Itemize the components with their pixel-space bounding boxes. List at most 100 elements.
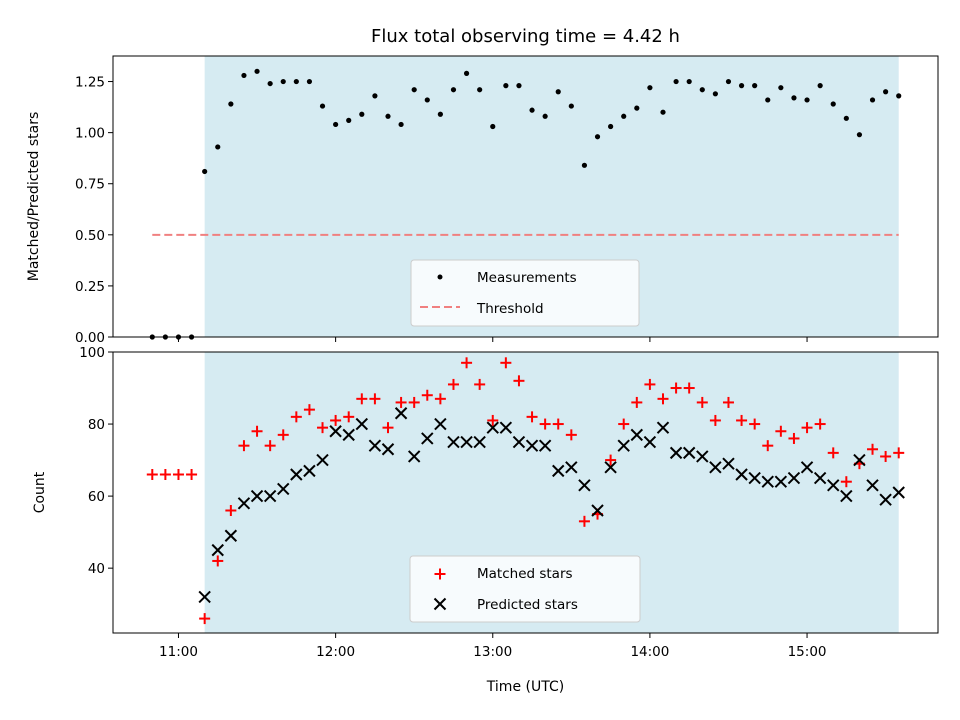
predicted-star-point — [879, 493, 892, 506]
matched-star-point — [827, 447, 839, 459]
bottom-y-axis-label: Count — [32, 471, 48, 513]
bottom-y-tick-label: 60 — [88, 489, 105, 505]
measurement-point — [568, 103, 574, 109]
top-y-tick-label: 0.50 — [75, 228, 105, 244]
measurement-point — [725, 78, 732, 85]
predicted-star-point — [630, 428, 644, 442]
top-y-axis-label: Matched/Predicted stars — [26, 112, 42, 282]
matched-star-point — [867, 443, 879, 455]
measurement-point — [608, 123, 614, 130]
top-legend: Measurements Threshold — [410, 259, 640, 327]
predicted-star-point — [538, 439, 552, 452]
measurement-point — [477, 87, 483, 93]
matched-star-point — [264, 440, 276, 452]
predicted-star-point — [578, 479, 591, 492]
measurement-point — [738, 83, 745, 89]
predicted-star-point — [329, 425, 342, 438]
predicted-star-point — [709, 461, 722, 474]
measurement-point — [542, 113, 548, 119]
measurement-point — [673, 78, 679, 85]
bottom-y-ticks: 40 60 80 100 — [79, 345, 113, 577]
measurement-point — [490, 123, 496, 130]
measurement-point — [883, 89, 889, 95]
measurement-point — [516, 83, 522, 89]
measurement-point — [241, 72, 247, 79]
predicted-star-point — [748, 471, 761, 485]
predicted-star-point — [525, 439, 539, 452]
predicted-star-point — [761, 475, 774, 488]
predicted-star-point — [643, 435, 657, 449]
x-axis-label: Time (UTC) — [486, 679, 564, 695]
x-tick-label: 15:00 — [788, 644, 827, 660]
matched-star-point — [277, 429, 289, 441]
matched-star-point — [487, 414, 499, 426]
predicted-star-point — [342, 428, 355, 442]
legend-predicted-marker — [433, 597, 447, 611]
predicted-star-point — [591, 504, 604, 517]
measurement-point — [411, 87, 417, 93]
bottom-y-tick-label: 40 — [88, 561, 105, 577]
predicted-star-point — [355, 417, 369, 431]
predicted-star-point — [421, 432, 434, 445]
predicted-star-point — [656, 421, 670, 434]
measurement-point — [712, 91, 718, 97]
predicted-star-point — [735, 468, 748, 481]
predicted-star-point — [394, 407, 408, 420]
predicted-star-point — [696, 450, 709, 463]
matched-star-point — [749, 418, 761, 430]
matched-star-point — [186, 468, 198, 480]
predicted-stars-points — [198, 407, 905, 604]
predicted-star-point — [892, 486, 905, 499]
measurement-point — [647, 85, 653, 91]
predicted-star-point — [250, 489, 264, 503]
predicted-star-point — [303, 464, 316, 478]
matched-star-point — [618, 418, 630, 430]
matched-star-point — [330, 414, 342, 426]
predicted-star-point — [316, 453, 329, 467]
matched-star-point — [212, 555, 224, 567]
predicted-star-point — [211, 543, 224, 557]
measurement-point — [437, 111, 443, 117]
measurement-point — [765, 97, 771, 103]
bottom-x-ticks: 11:00 12:00 13:00 14:00 15:00 — [159, 633, 827, 660]
measurement-point — [463, 70, 470, 76]
measurement-point — [804, 97, 810, 103]
measurement-point — [398, 121, 404, 128]
predicted-star-point — [669, 446, 683, 460]
legend-threshold-label: Threshold — [476, 301, 544, 317]
matched-star-point — [670, 382, 682, 394]
matched-star-point — [578, 515, 590, 527]
predicted-star-point — [512, 435, 526, 449]
measurement-point — [778, 85, 784, 91]
predicted-star-point — [565, 461, 578, 474]
matched-star-point — [526, 411, 538, 423]
measurement-point — [267, 80, 273, 87]
measurement-point — [699, 87, 705, 93]
matched-star-point — [788, 432, 800, 444]
measurement-point — [306, 78, 313, 85]
top-y-tick-label: 1.25 — [75, 75, 105, 91]
measurement-point — [202, 168, 208, 175]
x-tick-label: 13:00 — [473, 644, 512, 660]
top-y-tick-label: 0.25 — [75, 279, 105, 295]
matched-star-point — [880, 450, 892, 462]
measurement-point — [594, 134, 601, 140]
legend-plus-glyph — [434, 568, 446, 580]
predicted-star-point — [604, 461, 617, 474]
matched-star-point — [893, 447, 905, 459]
matched-star-point — [303, 404, 315, 416]
measurement-point — [581, 162, 588, 168]
legend-measurements-marker — [437, 274, 443, 280]
predicted-star-point — [368, 439, 382, 452]
bottom-y-tick-label: 80 — [88, 417, 105, 433]
legend-matched-marker — [434, 568, 446, 580]
predicted-star-point — [499, 421, 513, 434]
top-y-ticks: 0.00 0.25 0.50 0.75 1.00 1.25 — [75, 75, 113, 346]
matched-star-point — [251, 425, 263, 437]
measurement-point — [896, 93, 902, 99]
predicted-star-point — [853, 453, 866, 467]
matched-star-point — [657, 393, 669, 405]
predicted-star-point — [774, 475, 788, 488]
matched-star-point — [172, 468, 184, 480]
